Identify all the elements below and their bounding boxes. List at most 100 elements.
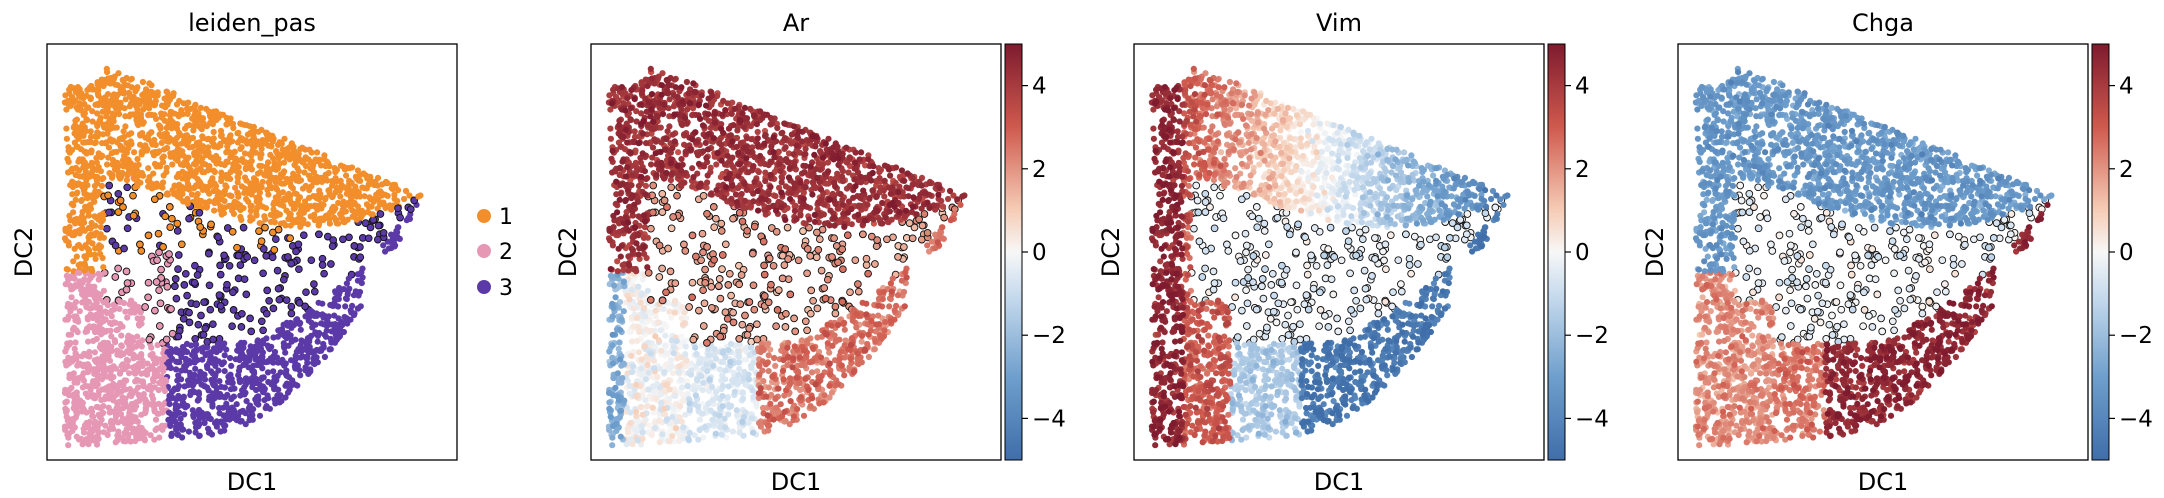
cell-point xyxy=(259,269,267,278)
cell-point xyxy=(862,254,871,263)
cell-point xyxy=(305,349,312,356)
cell-point xyxy=(361,193,368,200)
cell-point xyxy=(173,396,180,403)
cell-point xyxy=(93,154,100,162)
cell-point xyxy=(841,372,848,379)
cell-point xyxy=(216,404,223,412)
cell-point xyxy=(117,135,125,142)
cell-point xyxy=(211,199,218,207)
cell-point xyxy=(165,250,173,258)
cell-point xyxy=(71,345,78,352)
cell-point xyxy=(112,100,119,107)
cell-point xyxy=(122,308,129,315)
cell-point xyxy=(63,125,70,132)
cell-point xyxy=(657,391,664,398)
cell-point xyxy=(296,210,303,217)
cell-point xyxy=(230,161,237,168)
cell-point xyxy=(253,386,260,394)
cell-point xyxy=(609,342,616,349)
cell-point xyxy=(724,394,731,401)
cell-point xyxy=(207,119,214,126)
cell-point xyxy=(357,177,364,184)
cell-point xyxy=(786,290,795,299)
cell-point xyxy=(73,143,80,150)
cell-point xyxy=(194,320,203,329)
cell-point xyxy=(295,265,303,274)
cell-point xyxy=(146,174,153,181)
cell-point xyxy=(199,133,206,140)
cell-point xyxy=(280,159,288,166)
cell-point xyxy=(805,386,812,394)
cell-point xyxy=(128,100,135,107)
cell-point xyxy=(364,234,373,243)
cell-point xyxy=(745,298,754,306)
cell-point xyxy=(682,343,689,350)
cell-point xyxy=(263,286,272,295)
cell-point xyxy=(696,355,703,362)
cell-point xyxy=(667,356,674,363)
cell-point xyxy=(317,217,325,224)
cell-point xyxy=(302,154,309,161)
cell-point xyxy=(228,322,236,331)
cell-point xyxy=(755,390,763,397)
cell-point xyxy=(271,219,278,226)
cell-point xyxy=(247,207,254,215)
cell-point xyxy=(100,287,107,294)
cell-point xyxy=(735,371,742,378)
cell-point xyxy=(89,164,96,171)
cell-point xyxy=(265,395,272,402)
cell-point xyxy=(841,354,848,361)
cell-point xyxy=(609,331,616,338)
cell-point xyxy=(283,175,290,183)
cell-point xyxy=(669,213,677,221)
cell-point xyxy=(102,94,109,101)
cell-point xyxy=(373,235,382,244)
cell-point xyxy=(678,333,685,340)
cell-point xyxy=(293,316,300,324)
cell-point xyxy=(704,368,711,375)
cell-point xyxy=(743,226,752,235)
cell-point xyxy=(181,401,188,409)
cell-point xyxy=(141,410,149,417)
cell-point xyxy=(814,245,823,254)
cell-point xyxy=(774,286,783,294)
cell-point xyxy=(814,368,821,375)
cell-point xyxy=(294,216,301,223)
cell-point xyxy=(150,195,159,204)
cell-point xyxy=(378,192,385,199)
cell-point xyxy=(78,287,85,294)
cell-point xyxy=(191,173,198,180)
cell-point xyxy=(134,169,141,176)
cell-point xyxy=(185,99,192,106)
cell-point xyxy=(671,279,680,288)
cell-point xyxy=(286,386,293,393)
cell-point xyxy=(206,190,213,197)
cell-point xyxy=(118,342,125,349)
cell-point xyxy=(737,271,746,279)
cell-point xyxy=(193,347,200,354)
cell-point xyxy=(652,307,659,314)
cell-point xyxy=(282,196,289,203)
cell-point xyxy=(65,242,72,249)
cell-point xyxy=(236,364,243,371)
cell-point xyxy=(144,293,152,302)
cell-point xyxy=(668,314,675,321)
cell-point xyxy=(95,388,103,395)
cell-point xyxy=(799,227,807,235)
cell-point xyxy=(839,265,847,274)
cell-point xyxy=(765,368,772,375)
cell-point xyxy=(366,194,373,201)
cell-point xyxy=(854,350,861,357)
cell-point xyxy=(700,299,709,308)
cell-point xyxy=(114,351,121,358)
cell-point xyxy=(261,213,268,220)
cell-point xyxy=(196,377,203,384)
cell-point xyxy=(205,144,212,151)
cell-point xyxy=(277,329,284,336)
cell-point xyxy=(262,405,269,412)
cell-point xyxy=(209,320,217,329)
cell-point xyxy=(658,347,665,354)
cell-point xyxy=(201,199,209,206)
cell-point xyxy=(73,433,80,440)
cell-point xyxy=(99,152,106,159)
